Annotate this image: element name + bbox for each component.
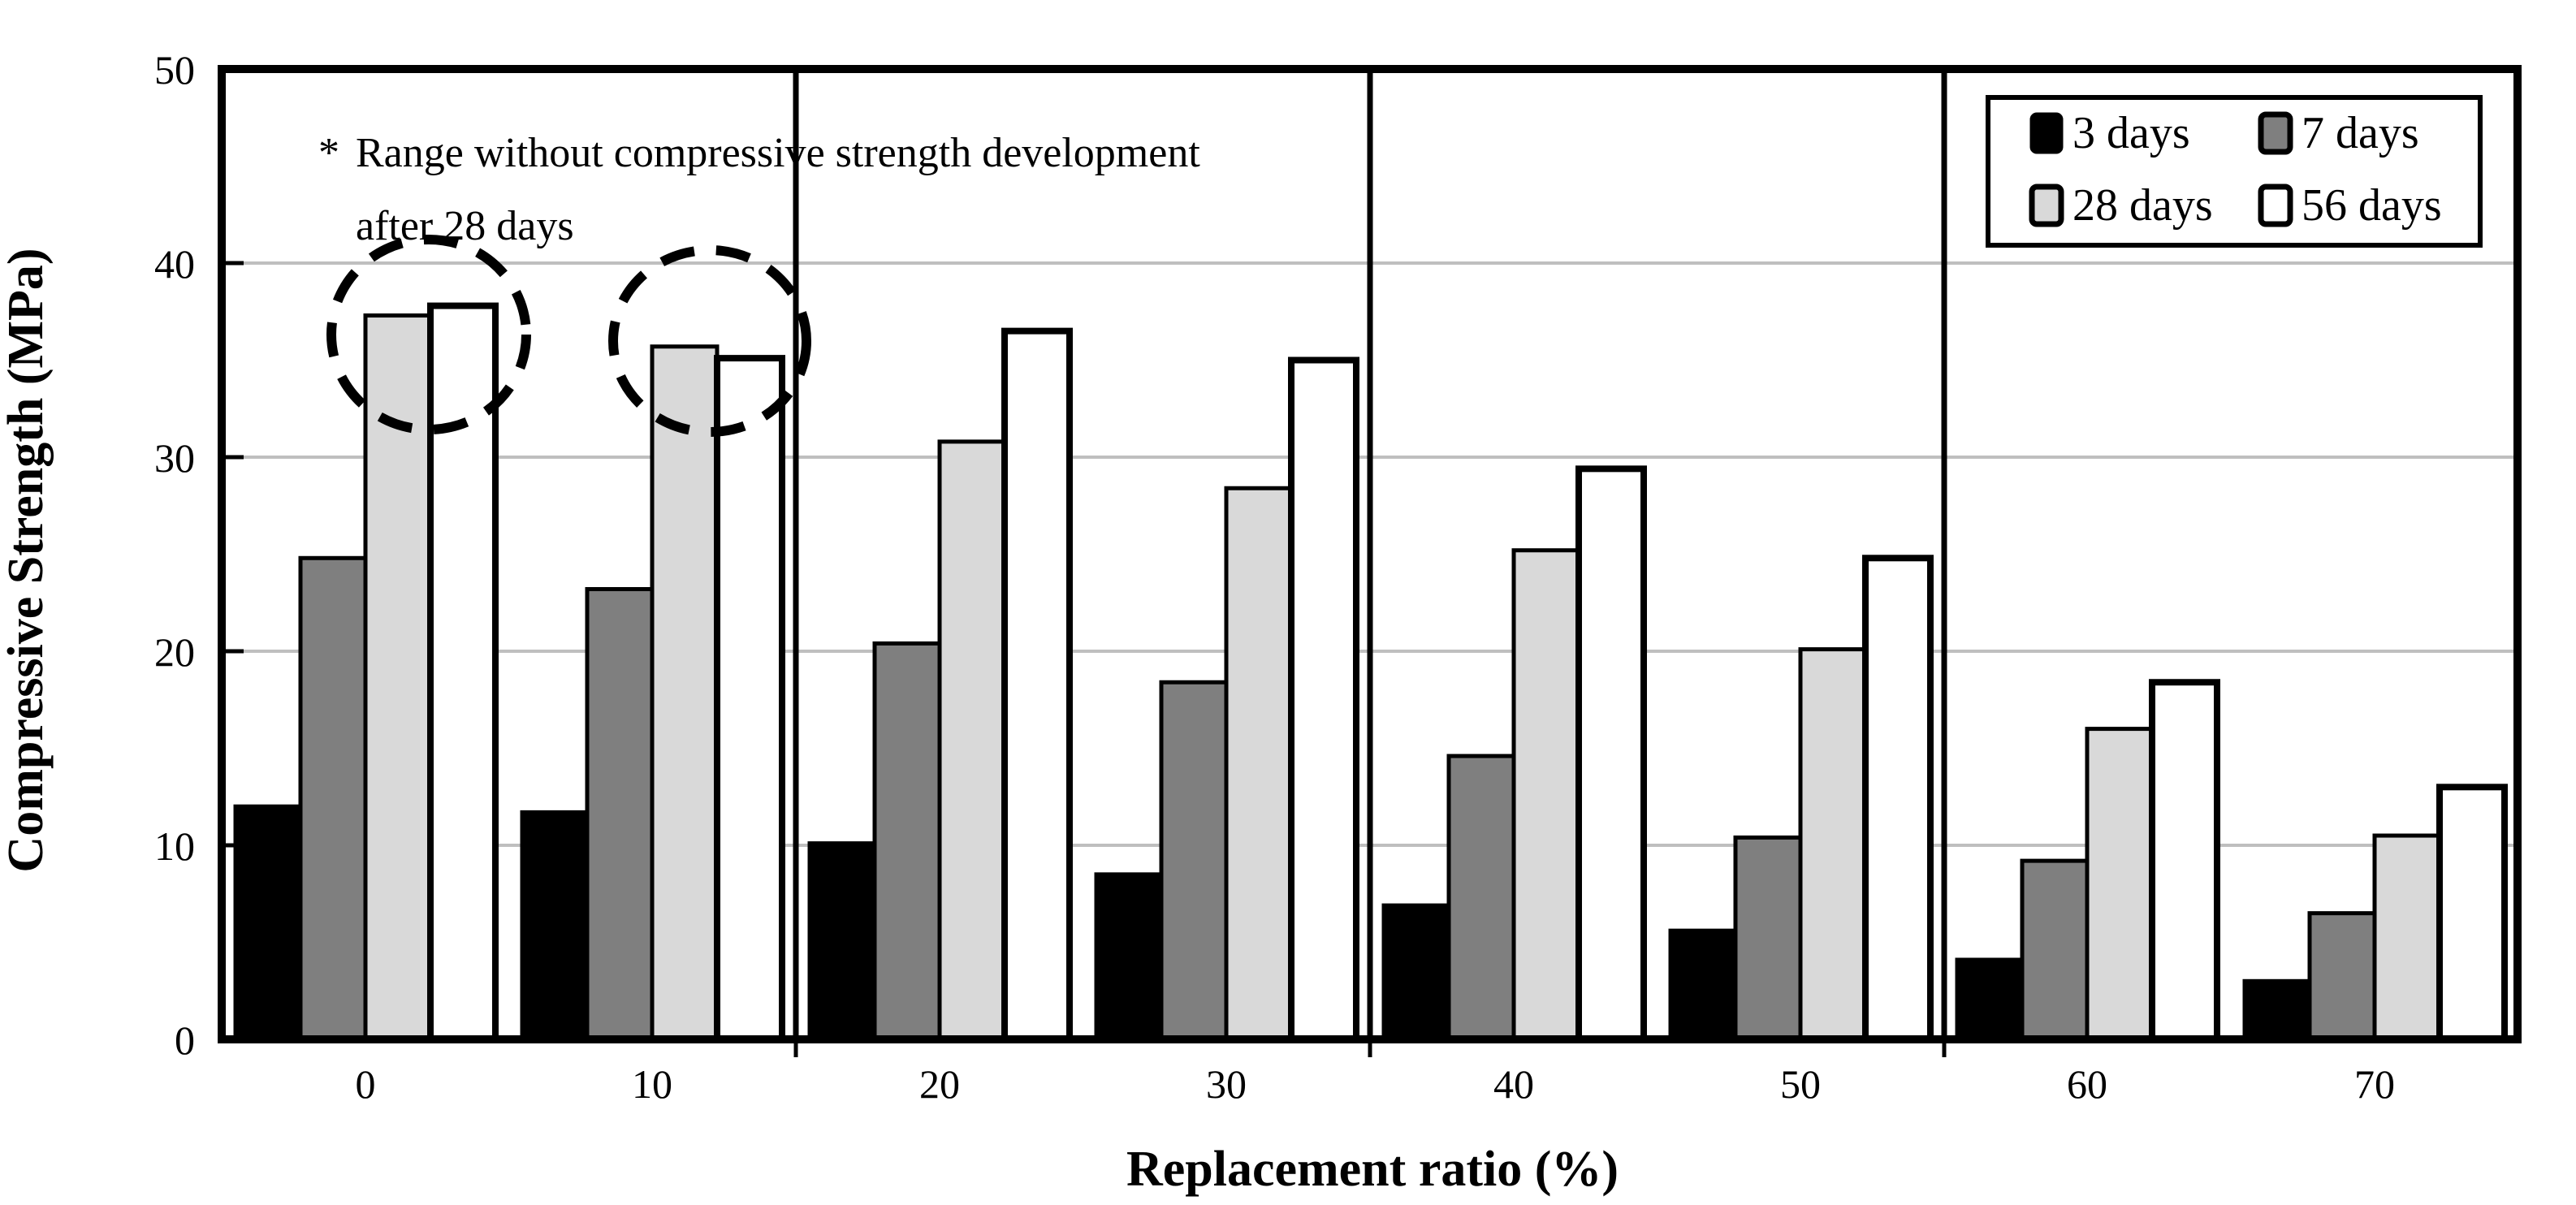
no-development-circle-0 (326, 235, 531, 434)
y-tick-20: 20 (154, 629, 195, 675)
y-axis-ticks (225, 261, 244, 848)
bar-10pct-28-days (650, 344, 720, 1042)
legend: 3 days 7 days 28 days 56 days (1986, 95, 2483, 248)
bar-20pct-56-days (1001, 327, 1073, 1043)
legend-marker-7-days (2258, 111, 2293, 155)
bar-70pct-3-days (2242, 978, 2312, 1042)
bar-40pct-3-days (1381, 903, 1451, 1042)
bar-10pct-56-days (714, 355, 785, 1043)
y-tick-10: 10 (154, 823, 195, 869)
bar-0pct-56-days (427, 302, 499, 1043)
bar-60pct-7-days (2020, 858, 2090, 1042)
y-tick-0: 0 (175, 1017, 195, 1063)
legend-box (1986, 95, 2483, 248)
y-tick-40: 40 (154, 241, 195, 287)
bar-20pct-28-days (937, 439, 1007, 1042)
legend-marker-28-days (2029, 184, 2064, 227)
bar-30pct-3-days (1094, 872, 1164, 1042)
x-tick-20: 20 (919, 1061, 960, 1107)
legend-label-28-days: 28 days (2072, 180, 2213, 231)
bar-60pct-56-days (2149, 679, 2220, 1043)
y-tick-30: 30 (154, 435, 195, 481)
y-axis-labels: 50 40 30 20 10 0 (154, 47, 195, 1063)
legend-label-7-days: 7 days (2302, 108, 2419, 158)
bar-0pct-7-days (298, 555, 368, 1042)
bar-50pct-28-days (1798, 647, 1868, 1042)
bar-50pct-3-days (1668, 928, 1738, 1042)
legend-marker-56-days (2258, 184, 2293, 227)
x-tick-70: 70 (2354, 1061, 2395, 1107)
annotation-line2: after 28 days (356, 203, 574, 249)
x-tick-50: 50 (1780, 1061, 1821, 1107)
bar-30pct-56-days (1288, 356, 1359, 1043)
panel-dividers (793, 69, 1947, 1039)
x-tick-60: 60 (2067, 1061, 2107, 1107)
x-tick-40: 40 (1493, 1061, 1534, 1107)
bar-40pct-56-days (1575, 465, 1647, 1043)
bar-70pct-28-days (2372, 833, 2442, 1042)
x-tick-10: 10 (632, 1061, 672, 1107)
bar-30pct-28-days (1224, 486, 1294, 1042)
bar-50pct-7-days (1733, 835, 1803, 1042)
x-axis-title: Replacement ratio (%) (1126, 1142, 1619, 1197)
bar-0pct-3-days (233, 804, 303, 1042)
x-tick-30: 30 (1206, 1061, 1247, 1107)
y-tick-50: 50 (154, 47, 195, 93)
annotation-line1: Range without compressive strength devel… (356, 130, 1200, 176)
bar-70pct-7-days (2307, 911, 2377, 1042)
bar-40pct-28-days (1511, 548, 1581, 1042)
legend-label-3-days: 3 days (2072, 108, 2190, 158)
x-tick-0: 0 (356, 1061, 376, 1107)
y-axis-title: Compressive Strength (MPa) (0, 248, 54, 872)
bar-40pct-7-days (1446, 754, 1516, 1042)
legend-label-56-days: 56 days (2302, 180, 2442, 231)
bar-10pct-7-days (585, 587, 655, 1042)
bar-10pct-3-days (520, 810, 590, 1042)
bar-70pct-56-days (2436, 784, 2508, 1043)
bar-20pct-3-days (807, 841, 877, 1042)
annotation-note: * Range without compressive strength dev… (318, 130, 1200, 249)
bar-20pct-7-days (872, 641, 942, 1042)
no-development-circle-10 (608, 245, 811, 437)
annotation-asterisk: * (318, 130, 339, 176)
x-axis-labels: 0 10 20 30 40 50 60 70 (356, 1061, 2396, 1107)
annotation-circles (326, 235, 811, 437)
bar-60pct-3-days (1955, 957, 2025, 1042)
bar-60pct-28-days (2085, 727, 2155, 1042)
bar-30pct-7-days (1159, 680, 1229, 1042)
plot-border (218, 65, 2522, 1043)
bar-50pct-56-days (1862, 555, 1934, 1043)
legend-marker-3-days (2029, 112, 2064, 154)
